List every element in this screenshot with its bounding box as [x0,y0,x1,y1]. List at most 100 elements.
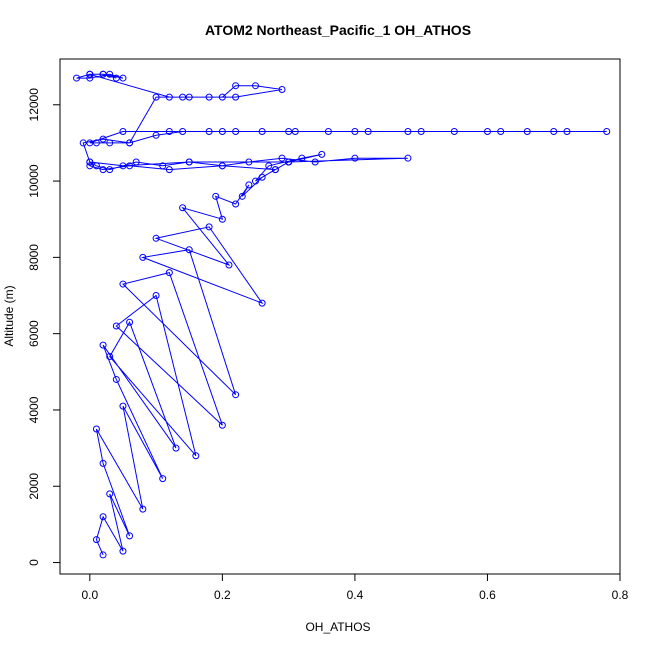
data-point [245,158,253,166]
data-point [106,70,114,78]
data-point [126,532,134,540]
data-point [225,261,233,269]
x-tick-label: 0.6 [479,588,496,602]
data-point [252,82,260,90]
data-point [119,547,127,555]
data-point [152,93,160,101]
data-point [152,131,160,139]
y-tick-label: 10000 [27,164,41,198]
data-point [205,93,213,101]
data-point [404,127,412,135]
y-tick-label: 12000 [27,88,41,122]
data-point [318,150,326,158]
data-point [245,181,253,189]
data-point [179,93,187,101]
data-point [119,162,127,170]
data-point [450,127,458,135]
data-point [112,375,120,383]
data-point [603,127,611,135]
data-point [99,341,107,349]
data-point [185,158,193,166]
y-tick-label: 2000 [27,473,41,500]
data-point [278,86,286,94]
data-point [218,162,226,170]
data-point [185,93,193,101]
data-point [73,74,81,82]
data-point [232,93,240,101]
data-point [112,322,120,330]
data-point [238,192,246,200]
data-point [497,127,505,135]
x-tick-label: 0.8 [612,588,629,602]
data-point [364,127,372,135]
data-point [106,490,114,498]
chart-title: ATOM2 Northeast_Pacific_1 OH_ATHOS [205,22,471,38]
y-axis-label: Altitude (m) [2,285,16,346]
data-point [139,505,147,513]
data-point [285,158,293,166]
data-point [86,162,94,170]
data-point [126,162,134,170]
data-point [99,135,107,143]
data-point [205,127,213,135]
data-point [205,223,213,231]
data-point [99,459,107,467]
series-line [76,73,607,556]
data-point [232,200,240,208]
data-point [271,166,279,174]
data-point [86,70,94,78]
data-point [119,280,127,288]
data-point [132,158,140,166]
data-point [265,162,273,170]
plot-frame [59,58,621,575]
x-axis: 0.0 0.2 0.4 0.6 0.8 [81,573,629,602]
data-point [298,154,306,162]
data-point [232,82,240,90]
data-point [483,127,491,135]
data-point [152,234,160,242]
data-point [92,162,100,170]
data-point [119,402,127,410]
data-point [523,127,531,135]
x-tick-label: 0.0 [81,588,98,602]
data-point [218,215,226,223]
data-point [152,292,160,300]
data-point [351,154,359,162]
data-point [159,162,167,170]
data-point [92,425,100,433]
data-point [232,127,240,135]
data-point [106,139,114,147]
data-point [165,93,173,101]
x-tick-label: 0.2 [214,588,231,602]
data-point [252,177,260,185]
data-point [92,536,100,544]
data-point [258,173,266,181]
data-point [119,127,127,135]
data-point [99,70,107,78]
data-point [179,127,187,135]
data-point [165,166,173,174]
data-point [351,127,359,135]
data-point [165,127,173,135]
data-point [112,74,120,82]
data-point [99,551,107,559]
data-point [218,127,226,135]
series-layer [73,70,611,559]
data-point [285,127,293,135]
data-point [159,475,167,483]
data-point [185,246,193,254]
data-point [92,139,100,147]
x-axis-label: OH_ATHOS [305,620,370,634]
data-point [126,318,134,326]
data-point [218,421,226,429]
data-point [291,127,299,135]
data-point [218,93,226,101]
data-point [311,158,319,166]
data-point [404,154,412,162]
data-point [86,158,94,166]
data-point [179,204,187,212]
data-point [119,74,127,82]
x-tick-label: 0.4 [347,588,364,602]
data-point [86,74,94,82]
